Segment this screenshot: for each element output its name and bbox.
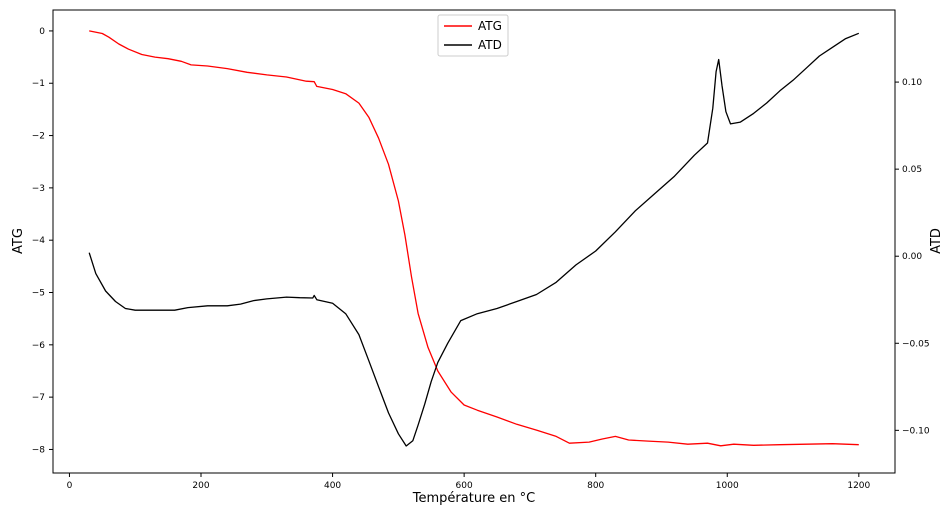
right-y-tick-label: −0.10	[902, 426, 930, 436]
x-tick-label: 400	[324, 481, 341, 491]
series-line-atd	[88, 32, 860, 447]
left-y-tick-label: 0	[39, 27, 45, 37]
right-y-tick-label: 0.05	[902, 165, 922, 175]
x-axis-ticks: 0 200 400 600 800 1000 1200	[67, 473, 871, 491]
left-y-tick-label: −3	[32, 184, 45, 194]
right-axis-label: ATD	[929, 228, 944, 254]
left-y-tick-label: −4	[32, 236, 46, 246]
series-layer	[88, 30, 860, 447]
x-axis-label: Température en °C	[412, 491, 535, 506]
series-line-atg	[89, 30, 859, 447]
left-y-tick-label: −1	[32, 79, 45, 89]
x-tick-label: 1000	[716, 481, 739, 491]
left-axis-ticks: 0 −1 −2 −3 −4 −5 −6 −7 −8	[32, 27, 53, 455]
right-y-tick-label: 0.10	[902, 78, 922, 88]
legend-label-atd: ATD	[478, 38, 502, 52]
x-tick-label: 800	[587, 481, 604, 491]
left-y-tick-label: −7	[32, 393, 45, 403]
left-axis-label: ATG	[11, 228, 26, 254]
x-tick-label: 600	[456, 481, 473, 491]
plot-area	[52, 9, 896, 474]
legend: ATG ATD	[437, 14, 509, 57]
x-tick-label: 200	[192, 481, 209, 491]
x-tick-label: 0	[67, 481, 73, 491]
legend-label-atg: ATG	[478, 19, 502, 33]
x-tick-label: 1200	[847, 481, 870, 491]
right-y-tick-label: −0.05	[902, 339, 930, 349]
right-y-tick-label: 0.00	[902, 252, 922, 262]
left-y-tick-label: −5	[32, 289, 45, 299]
left-y-tick-label: −8	[32, 445, 46, 455]
right-axis-ticks: 0.10 0.05 0.00 −0.05 −0.10	[895, 78, 930, 436]
left-y-tick-label: −6	[32, 341, 46, 351]
left-y-tick-label: −2	[32, 132, 45, 142]
